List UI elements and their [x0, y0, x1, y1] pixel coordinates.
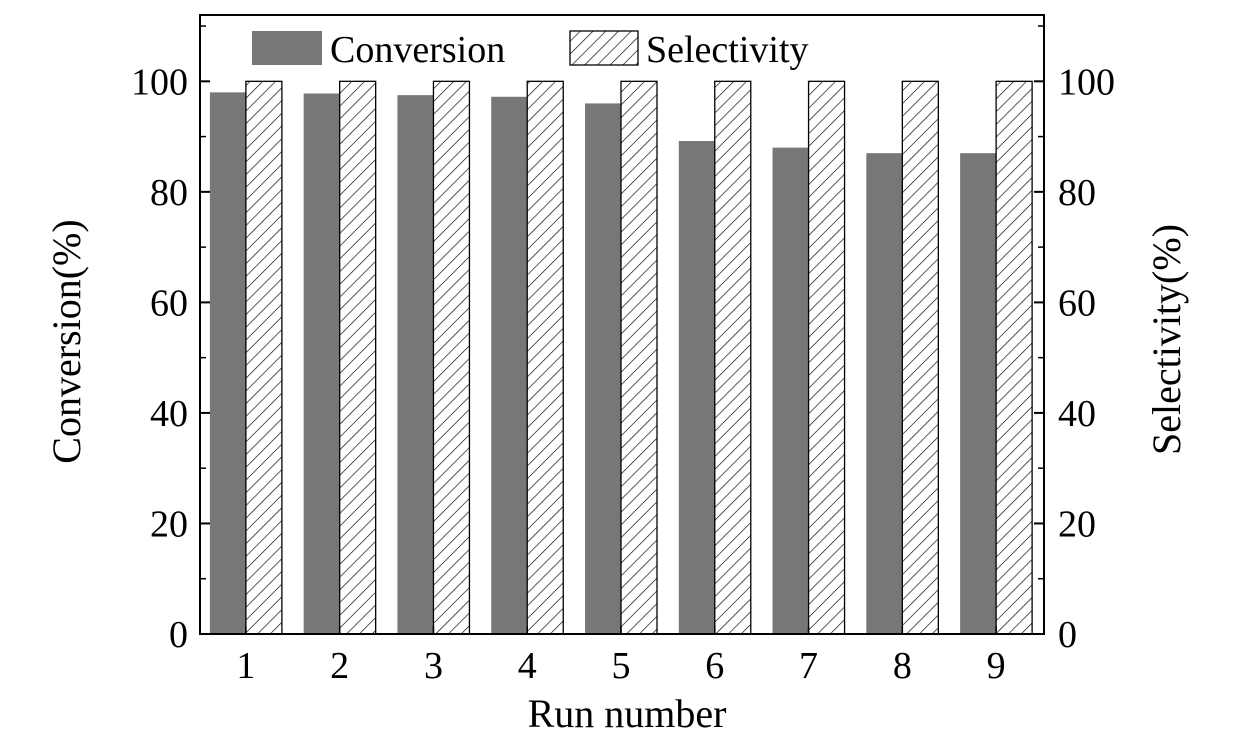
right-tick-label: 0 — [1058, 614, 1077, 656]
left-tick-label: 60 — [150, 282, 188, 324]
bar-selectivity-3 — [432, 80, 471, 635]
bar-selectivity-8 — [901, 80, 939, 635]
right-tick-label: 80 — [1058, 172, 1096, 214]
left-tick-label: 100 — [131, 61, 188, 103]
bar-selectivity-4 — [526, 80, 564, 635]
y-axis-title-left: Conversion(%) — [44, 219, 89, 463]
left-tick-label: 0 — [169, 614, 188, 656]
bar-conversion-5 — [585, 103, 621, 634]
left-tick-label: 80 — [150, 172, 188, 214]
plot-frame — [199, 14, 1045, 635]
bar-conversion-1 — [209, 92, 246, 634]
bar-conversion-7 — [772, 147, 809, 634]
left-tick-label: 40 — [150, 393, 188, 435]
bar-selectivity-7 — [807, 80, 846, 635]
bar-selectivity-6 — [714, 80, 752, 635]
bar-conversion-4 — [491, 96, 528, 634]
legend-label-conversion: Conversion — [330, 29, 505, 71]
right-tick-label: 20 — [1058, 503, 1096, 545]
x-tick-label: 4 — [518, 645, 537, 687]
right-tick-label: 100 — [1058, 61, 1115, 103]
bar-conversion-3 — [397, 95, 434, 635]
bar-selectivity-5 — [620, 80, 658, 635]
x-tick-label: 3 — [424, 645, 443, 687]
y-axis-title-right: Selectivity(%) — [1144, 224, 1189, 455]
x-tick-label: 1 — [236, 645, 255, 687]
bar-selectivity-9 — [995, 80, 1033, 635]
bar-selectivity-2 — [339, 80, 377, 635]
right-tick-label: 40 — [1058, 393, 1096, 435]
x-tick-label: 7 — [799, 645, 818, 687]
bar-conversion-6 — [678, 141, 715, 634]
plot-area: 0 0 20 20 40 40 60 60 80 80 100 100 1 2 3 4 5 6 7 8 9 Run num… — [44, 14, 1189, 736]
legend-swatch-selectivity — [569, 30, 639, 66]
x-tick-label: 8 — [893, 645, 912, 687]
x-tick-label: 2 — [330, 645, 349, 687]
bar-conversion-2 — [303, 93, 340, 635]
x-tick-label: 6 — [705, 645, 724, 687]
x-tick-label: 9 — [987, 645, 1006, 687]
legend-label-selectivity: Selectivity — [646, 29, 809, 71]
right-tick-label: 60 — [1058, 282, 1096, 324]
bar-conversion-8 — [866, 153, 903, 634]
bar-conversion-9 — [960, 153, 997, 634]
x-tick-label: 5 — [612, 645, 631, 687]
bar-selectivity-1 — [245, 80, 283, 635]
left-tick-label: 20 — [150, 503, 188, 545]
legend: Conversion Selectivity — [252, 29, 809, 71]
x-axis-title: Run number — [528, 691, 727, 736]
legend-swatch-conversion — [252, 31, 322, 65]
